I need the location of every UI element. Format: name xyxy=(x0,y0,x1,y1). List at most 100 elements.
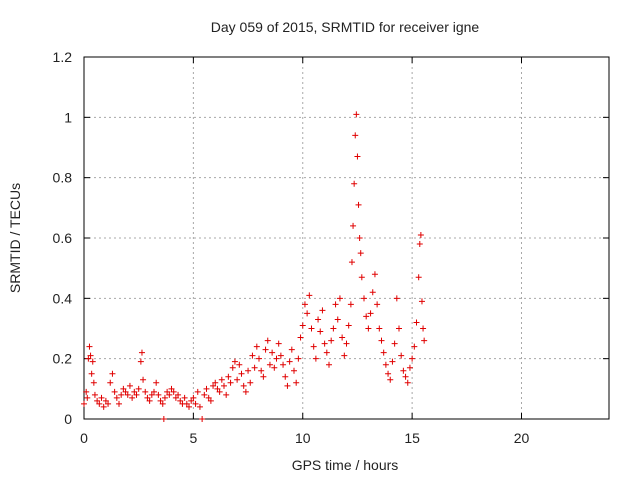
data-point xyxy=(194,388,201,395)
data-point xyxy=(221,382,227,389)
chart-title: Day 059 of 2015, SRMTID for receiver ign… xyxy=(211,19,480,35)
data-point xyxy=(113,394,120,401)
data-point xyxy=(347,301,354,308)
data-point xyxy=(201,391,208,398)
data-point xyxy=(273,355,280,362)
data-point xyxy=(242,388,249,395)
data-point xyxy=(260,373,267,380)
data-point xyxy=(199,416,206,422)
data-point xyxy=(249,352,256,359)
data-point xyxy=(157,397,164,404)
data-point xyxy=(393,295,400,302)
data-point xyxy=(336,295,343,302)
data-point xyxy=(155,391,162,398)
data-point xyxy=(225,373,232,380)
data-point xyxy=(266,361,273,368)
y-axis: 0 0.2 0.4 0.6 0.8 1 1.2 xyxy=(53,49,609,427)
data-point xyxy=(415,274,422,281)
data-point xyxy=(378,337,385,344)
data-point xyxy=(317,328,324,335)
data-point xyxy=(177,397,184,404)
data-point xyxy=(356,235,363,241)
data-point xyxy=(81,400,87,407)
data-point xyxy=(87,352,94,359)
data-point xyxy=(234,376,241,383)
data-point xyxy=(264,337,271,344)
data-point xyxy=(301,301,308,308)
data-point xyxy=(148,391,155,398)
data-point xyxy=(159,400,166,407)
data-point xyxy=(321,340,328,347)
data-point xyxy=(361,295,367,302)
data-point xyxy=(275,340,282,347)
data-point xyxy=(409,355,416,362)
data-point xyxy=(398,352,405,359)
data-point xyxy=(304,310,311,317)
data-point xyxy=(245,367,252,374)
data-point xyxy=(183,400,190,407)
y-tick-label: 0 xyxy=(64,411,72,427)
data-point xyxy=(357,250,364,257)
data-point xyxy=(282,373,289,380)
y-tick-label: 1.2 xyxy=(53,49,73,65)
data-point xyxy=(262,346,269,353)
data-point xyxy=(109,370,116,377)
data-point xyxy=(190,394,197,401)
data-point xyxy=(354,153,361,160)
data-point xyxy=(223,391,230,398)
data-point xyxy=(102,397,109,404)
data-points xyxy=(81,111,428,422)
data-point xyxy=(269,349,276,356)
data-point xyxy=(310,343,317,350)
data-point xyxy=(413,319,420,326)
data-point xyxy=(288,346,295,353)
y-tick-label: 0.8 xyxy=(53,170,73,186)
data-point xyxy=(236,361,243,368)
data-point xyxy=(343,340,350,347)
data-point xyxy=(181,394,188,401)
data-point xyxy=(153,379,160,386)
data-point xyxy=(161,394,168,401)
data-point xyxy=(345,322,352,329)
data-point xyxy=(293,379,300,386)
data-point xyxy=(256,355,262,362)
data-point xyxy=(210,382,217,389)
data-point xyxy=(247,379,254,386)
data-point xyxy=(98,394,105,401)
data-point xyxy=(105,400,112,407)
data-point xyxy=(258,367,265,374)
data-point xyxy=(299,322,306,329)
x-tick-label: 10 xyxy=(295,430,311,446)
data-point xyxy=(355,201,362,208)
data-point xyxy=(164,388,171,395)
y-tick-label: 0.4 xyxy=(53,290,73,306)
data-point xyxy=(207,397,214,404)
data-point xyxy=(297,334,304,341)
data-point xyxy=(231,358,238,365)
data-point xyxy=(328,337,335,344)
data-point xyxy=(96,400,103,407)
data-point xyxy=(111,388,118,395)
y-tick-label: 1 xyxy=(64,109,72,125)
data-point xyxy=(100,403,107,410)
data-point xyxy=(418,298,425,305)
data-point xyxy=(205,394,212,401)
data-point xyxy=(391,340,398,347)
data-point xyxy=(86,343,93,350)
data-point xyxy=(120,385,127,392)
data-point xyxy=(88,370,95,377)
x-tick-label: 15 xyxy=(404,430,420,446)
data-point xyxy=(126,382,133,389)
data-point xyxy=(416,241,423,248)
data-point xyxy=(94,397,101,404)
x-axis: 0 5 10 15 20 xyxy=(80,57,529,446)
data-point xyxy=(135,385,142,392)
data-point xyxy=(90,379,97,386)
data-point xyxy=(353,111,360,118)
data-point xyxy=(166,391,173,398)
data-point xyxy=(118,391,125,398)
data-point xyxy=(358,274,365,281)
data-point xyxy=(351,180,358,187)
data-point xyxy=(308,325,315,332)
data-point xyxy=(387,376,394,383)
